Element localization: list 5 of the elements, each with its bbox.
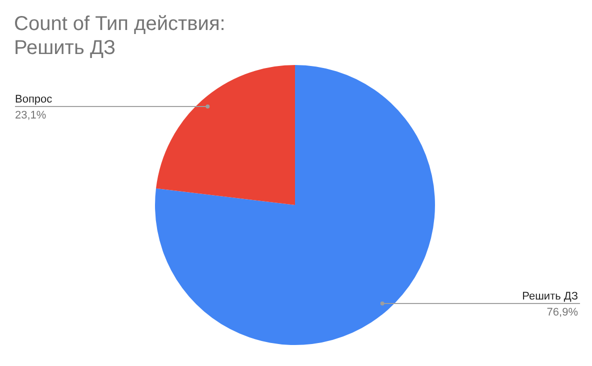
data-label: 76,9% — [546, 306, 578, 318]
data-label: 23,1% — [15, 110, 46, 122]
slice-label: Вопрос — [15, 94, 53, 106]
chart-title: Count of Тип действия: Решить ДЗ — [14, 12, 226, 60]
slice-label: Решить ДЗ — [522, 290, 578, 302]
